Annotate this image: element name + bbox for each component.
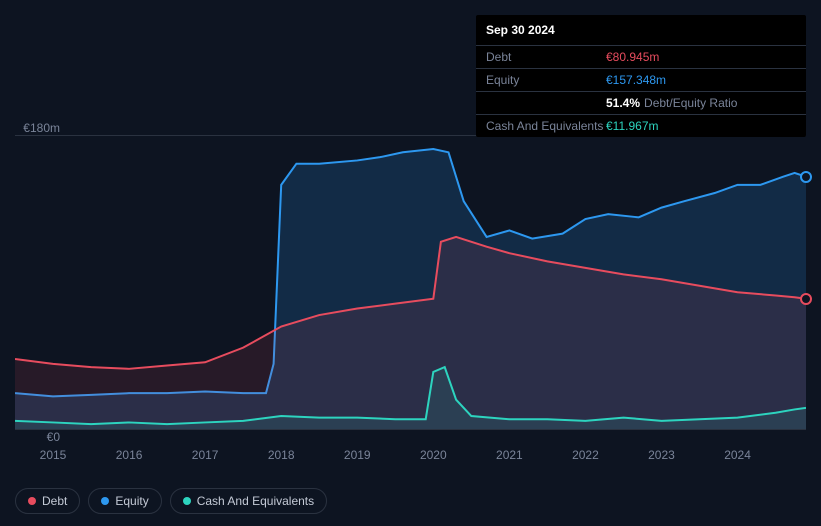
- tooltip-row-value: 51.4%Debt/Equity Ratio: [606, 96, 737, 110]
- legend-dot: [183, 497, 191, 505]
- y-axis-min-label: €0: [15, 430, 60, 444]
- x-tick: 2015: [40, 448, 67, 462]
- tooltip-row-value: €80.945m: [606, 50, 659, 64]
- debt-end-marker: [800, 293, 812, 305]
- chart-tooltip: Sep 30 2024 Debt€80.945mEquity€157.348m5…: [476, 15, 806, 137]
- legend-label: Debt: [42, 494, 67, 508]
- legend-label: Equity: [115, 494, 148, 508]
- tooltip-row-label: Cash And Equivalents: [486, 119, 606, 133]
- x-tick: 2023: [648, 448, 675, 462]
- legend-label: Cash And Equivalents: [197, 494, 314, 508]
- x-tick: 2016: [116, 448, 143, 462]
- legend: Debt Equity Cash And Equivalents: [15, 488, 327, 514]
- chart-area[interactable]: €180m €0: [15, 125, 806, 440]
- tooltip-row-label: [486, 96, 606, 110]
- legend-item-equity[interactable]: Equity: [88, 488, 161, 514]
- tooltip-row-value: €11.967m: [606, 119, 658, 133]
- legend-item-debt[interactable]: Debt: [15, 488, 80, 514]
- x-tick: 2021: [496, 448, 523, 462]
- x-tick: 2018: [268, 448, 295, 462]
- tooltip-date: Sep 30 2024: [476, 15, 806, 46]
- x-tick: 2017: [192, 448, 219, 462]
- legend-dot: [28, 497, 36, 505]
- legend-dot: [101, 497, 109, 505]
- y-axis-max-label: €180m: [15, 121, 60, 135]
- tooltip-row: Debt€80.945m: [476, 46, 806, 69]
- x-tick: 2022: [572, 448, 599, 462]
- chart-svg: [15, 136, 806, 429]
- plot-area: [15, 135, 806, 430]
- tooltip-row: Cash And Equivalents€11.967m: [476, 115, 806, 137]
- x-tick: 2019: [344, 448, 371, 462]
- x-tick: 2020: [420, 448, 447, 462]
- tooltip-row: 51.4%Debt/Equity Ratio: [476, 92, 806, 115]
- tooltip-row-label: Debt: [486, 50, 606, 64]
- tooltip-row: Equity€157.348m: [476, 69, 806, 92]
- tooltip-row-value: €157.348m: [606, 73, 666, 87]
- tooltip-row-label: Equity: [486, 73, 606, 87]
- x-tick: 2024: [724, 448, 751, 462]
- legend-item-cash-and-equivalents[interactable]: Cash And Equivalents: [170, 488, 327, 514]
- equity-end-marker: [800, 171, 812, 183]
